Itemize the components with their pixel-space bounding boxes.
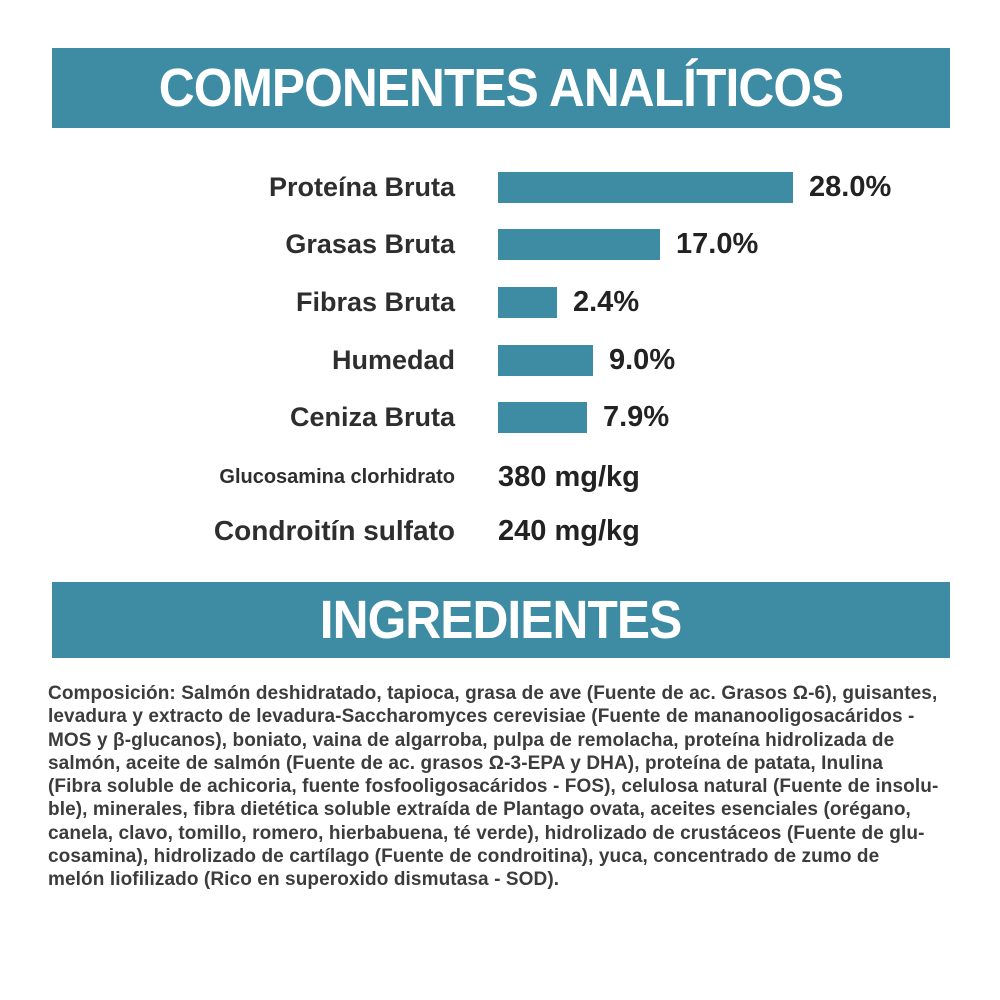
composition-line: MOS y β-glucanos), boniato, vaina de alg… <box>48 729 895 751</box>
category-label-ceniza-bruta: Ceniza Bruta <box>289 401 455 432</box>
category-label-fibras-bruta: Fibras Bruta <box>295 286 455 317</box>
chart-row-fibras-bruta: Fibras Bruta 2.4% <box>0 282 1000 322</box>
composition-line: canela, clavo, tomillo, romero, hierbabu… <box>48 822 925 844</box>
row-glucosamina-clorhidrato: Glucosamina clorhidrato 380 mg/kg <box>0 457 1000 497</box>
value-glucosamina-clorhidrato: 380 mg/kg <box>498 460 640 493</box>
category-label-humedad: Humedad <box>331 344 455 375</box>
bar-proteina-bruta <box>498 171 793 203</box>
composition-line: Composición: Salmón deshidratado, tapioc… <box>48 683 938 704</box>
chart-row-proteina-bruta: Proteína Bruta 28.0% <box>0 167 1000 207</box>
composition-line: melón liofilizado (Rico en superoxido di… <box>48 869 560 891</box>
value-label-grasas-bruta: 17.0% <box>676 227 759 260</box>
category-label-grasas-bruta: Grasas Bruta <box>285 228 455 259</box>
category-label-proteina-bruta: Proteína Bruta <box>268 171 455 202</box>
analytical-components-chart: Proteína Bruta 28.0% Grasas Bruta 17.0% … <box>0 167 1000 554</box>
composition-line: ble), minerales, fibra dietética soluble… <box>48 799 911 821</box>
value-label-humedad: 9.0% <box>609 343 676 376</box>
chart-row-grasas-bruta: Grasas Bruta 17.0% <box>0 224 1000 264</box>
bar-humedad <box>498 344 593 376</box>
ingredients-banner: INGREDIENTES <box>52 582 950 658</box>
bar-fibras-bruta <box>498 286 557 318</box>
chart-row-ceniza-bruta: Ceniza Bruta 7.9% <box>0 397 1000 437</box>
label-glucosamina-clorhidrato: Glucosamina clorhidrato <box>219 465 455 488</box>
composition-line: cosamina), hidrolizado de cartílago (Fue… <box>48 846 880 868</box>
bar-grasas-bruta <box>498 228 660 260</box>
composition-line: salmón, aceite de salmón (Fuente de ac. … <box>48 752 884 774</box>
composition-paragraph: Composición: Salmón deshidratado, tapioc… <box>48 682 953 892</box>
bar-ceniza-bruta <box>498 401 587 433</box>
composition-line: (Fibra soluble de achicoria, fuente fosf… <box>48 776 939 798</box>
label-condroitin-sulfato: Condroitín sulfato <box>213 515 455 546</box>
analytical-components-banner: COMPONENTES ANALÍTICOS <box>52 48 950 128</box>
value-label-ceniza-bruta: 7.9% <box>603 400 670 433</box>
composition-line: levadura y extracto de levadura-Saccharo… <box>48 706 915 728</box>
chart-row-humedad: Humedad 9.0% <box>0 340 1000 380</box>
value-condroitin-sulfato: 240 mg/kg <box>498 514 640 547</box>
analytical-components-title: COMPONENTES ANALÍTICOS <box>158 58 844 118</box>
value-label-proteina-bruta: 28.0% <box>809 170 892 203</box>
ingredients-title: INGREDIENTES <box>320 590 683 650</box>
row-condroitin-sulfato: Condroitín sulfato 240 mg/kg <box>0 508 1000 554</box>
value-label-fibras-bruta: 2.4% <box>573 285 640 318</box>
